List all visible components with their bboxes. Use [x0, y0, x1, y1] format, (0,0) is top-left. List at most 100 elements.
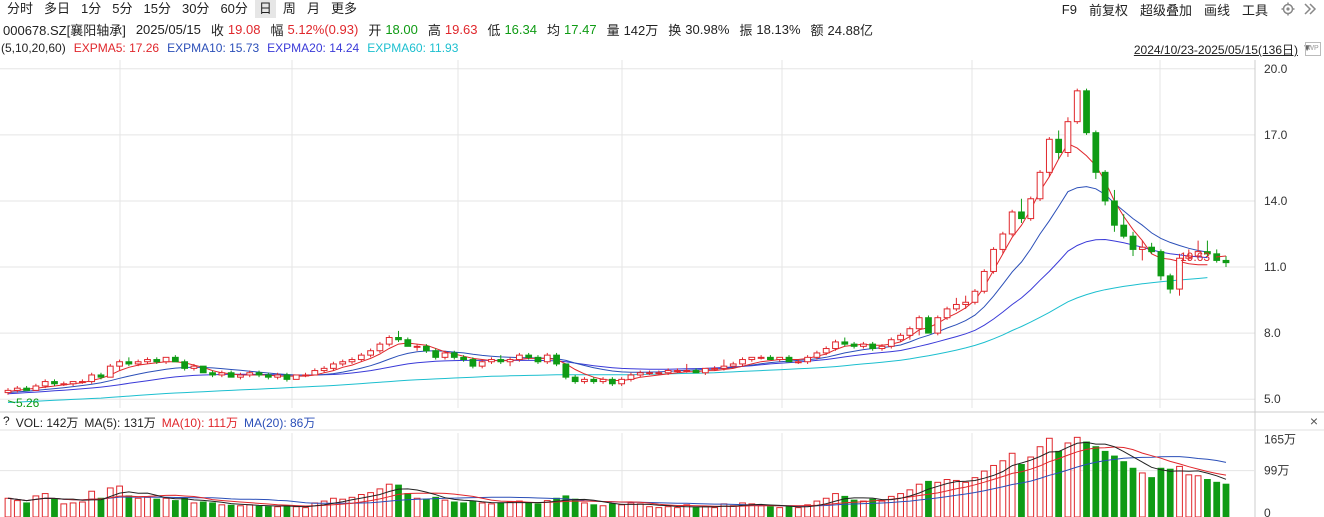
price-tick-label: 17.0 — [1264, 128, 1288, 142]
period-15min[interactable]: 15分 — [143, 1, 171, 16]
low-value: 16.34 — [504, 21, 537, 37]
volume-bar — [274, 506, 282, 517]
change-label: 幅 — [270, 22, 284, 38]
volume-bar — [1213, 481, 1221, 517]
range-dropdown-icon[interactable]: ▼ — [1302, 43, 1312, 54]
volume-bar — [934, 481, 942, 517]
period-30min[interactable]: 30分 — [181, 1, 210, 16]
forward-adjust-button[interactable]: 前复权 — [1088, 2, 1128, 18]
candle-body — [804, 356, 811, 363]
volume-bar — [320, 500, 328, 517]
candle-body — [1138, 246, 1146, 250]
volume-bar — [1176, 465, 1183, 517]
super-overlay-button[interactable]: 超级叠加 — [1139, 2, 1192, 18]
volume-bar — [971, 477, 979, 517]
volume-bar — [506, 501, 514, 517]
volume-bar — [190, 502, 198, 517]
volume-ma-lines — [7, 441, 1227, 508]
amount-value: 24.88亿 — [827, 22, 874, 38]
period-day[interactable]: 日 — [254, 0, 276, 18]
volume-bar — [1194, 475, 1202, 517]
volume-bar — [162, 497, 170, 517]
volume-bar — [1036, 446, 1044, 517]
kline-chart[interactable]: 20.0 17.0 14.0 11.0 8.0 5.0 19.63 5.26 165万 99万… — [0, 60, 1324, 517]
help-icon[interactable]: ? — [3, 414, 10, 428]
candle-body — [311, 370, 319, 376]
double-chevron-right-icon[interactable] — [1302, 1, 1318, 17]
quote-date: 2025/05/15 — [135, 21, 201, 37]
period-5min[interactable]: 5分 — [112, 1, 133, 16]
wp-icon[interactable]: WP — [1305, 42, 1321, 56]
candle-body — [469, 359, 477, 367]
chart-area[interactable]: 20.0 17.0 14.0 11.0 8.0 5.0 19.63 5.26 165万 99万… — [0, 60, 1324, 517]
volume-bar — [636, 503, 644, 517]
candle-body — [971, 290, 979, 303]
price-tick-label: 11.0 — [1264, 260, 1287, 274]
volume-bar — [478, 502, 486, 517]
candle-body — [646, 372, 653, 375]
candle-body — [813, 352, 821, 358]
volume-bar — [999, 460, 1007, 517]
high-marker-label: 19.63 — [1180, 250, 1210, 264]
period-week[interactable]: 周 — [282, 1, 296, 16]
volume-bar — [711, 507, 719, 517]
quote-line: 000678.SZ[襄阳轴承] 2025/05/15 收 19.08 幅 5.12%… — [3, 20, 877, 38]
volume-bar — [283, 505, 291, 517]
volume-bar — [488, 503, 495, 517]
candle-body — [581, 378, 588, 383]
amplitude-label: 振 — [739, 22, 753, 38]
period-more[interactable]: 更多 — [330, 1, 357, 16]
candle-body — [162, 356, 170, 363]
ma20-line — [7, 238, 1208, 395]
candle-body — [664, 370, 672, 374]
volume-bar — [739, 502, 746, 517]
volume-bar — [153, 498, 161, 517]
volume-bar — [1027, 456, 1035, 517]
volume-bar — [701, 506, 709, 517]
candle-body — [850, 343, 858, 347]
candle-body — [860, 343, 867, 347]
volume-bar — [413, 497, 421, 517]
candle-body — [88, 374, 96, 383]
period-month[interactable]: 月 — [306, 1, 320, 16]
period-intraday[interactable]: 分时 — [7, 1, 34, 16]
close-volume-panel-button[interactable]: × — [1309, 413, 1318, 429]
volume-label: 量 — [606, 22, 620, 38]
high-value: 19.63 — [444, 21, 478, 37]
volume-bar — [943, 479, 951, 517]
f9-button[interactable]: F9 — [1061, 1, 1077, 17]
grid — [0, 60, 1324, 517]
candle-body — [692, 370, 700, 374]
candle-body — [302, 374, 309, 377]
candle-body — [330, 363, 337, 369]
date-range[interactable]: 2024/10/23-2025/05/15(136日) — [1133, 43, 1298, 57]
period-1min[interactable]: 1分 — [81, 1, 102, 16]
ma-lines — [7, 143, 1208, 403]
volume-bar — [515, 500, 523, 517]
tools-button[interactable]: 工具 — [1241, 2, 1268, 18]
period-60min[interactable]: 60分 — [220, 1, 248, 16]
candle-body — [1111, 200, 1118, 226]
candle-body — [878, 345, 886, 350]
volume-bar — [23, 502, 30, 517]
candle-body — [534, 356, 542, 363]
candle-body — [1222, 259, 1230, 264]
volume-bar — [990, 464, 997, 517]
volume-bar — [785, 506, 793, 517]
volume-bar — [813, 500, 821, 517]
turnover-value: 30.98% — [685, 21, 730, 37]
volume-bar — [646, 506, 653, 517]
volume-bar — [497, 502, 505, 517]
candle-body — [51, 381, 58, 385]
turnover-label: 换 — [668, 22, 682, 38]
candle-body — [711, 367, 719, 370]
volume-bar — [432, 496, 440, 517]
draw-line-button[interactable]: 画线 — [1203, 2, 1230, 18]
volume-bar — [627, 502, 635, 517]
period-multiday[interactable]: 多日 — [44, 1, 71, 16]
candle-body — [357, 354, 365, 361]
candle-body — [320, 367, 328, 372]
volume-bar — [664, 506, 672, 517]
candle-body — [78, 381, 86, 384]
gear-icon[interactable] — [1280, 1, 1296, 17]
